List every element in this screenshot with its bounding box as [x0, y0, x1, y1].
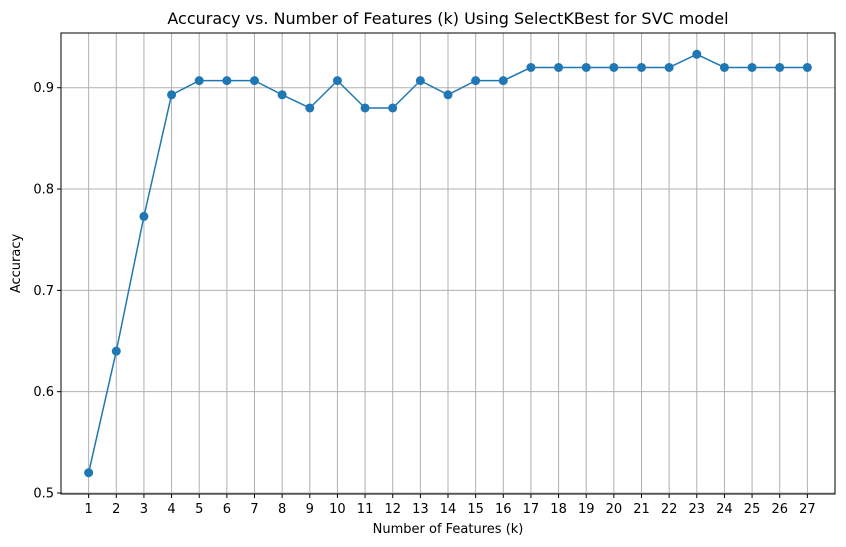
x-tick-label: 23: [689, 502, 706, 517]
x-tick-label: 8: [278, 502, 286, 517]
y-tick-label: 0.9: [33, 81, 54, 96]
x-tick-label: 5: [195, 502, 203, 517]
data-point: [471, 76, 481, 86]
x-tick-label: 17: [523, 502, 540, 517]
y-tick-label: 0.8: [33, 183, 54, 198]
x-tick-label: 25: [744, 502, 761, 517]
x-tick-label: 24: [716, 502, 733, 517]
data-point: [609, 62, 619, 72]
data-point: [802, 62, 812, 72]
data-point: [498, 76, 508, 86]
x-tick-label: 6: [223, 502, 231, 517]
y-tick-label: 0.7: [33, 284, 54, 299]
x-tick-label: 4: [167, 502, 175, 517]
chart-title: Accuracy vs. Number of Features (k) Usin…: [167, 9, 728, 28]
x-tick-label: 11: [357, 502, 374, 517]
data-point: [277, 90, 287, 100]
data-point: [443, 90, 453, 100]
x-tick-label: 22: [661, 502, 678, 517]
x-tick-label: 26: [771, 502, 788, 517]
data-point: [139, 211, 149, 221]
data-series: [84, 49, 812, 478]
data-point: [692, 49, 702, 59]
data-point: [526, 62, 536, 72]
data-point: [305, 103, 315, 113]
y-tick-label: 0.6: [33, 385, 54, 400]
x-tick-label: 16: [495, 502, 512, 517]
x-tick-label: 20: [606, 502, 623, 517]
y-axis-label: Accuracy: [9, 234, 24, 294]
data-point: [415, 76, 425, 86]
x-tick-label: 18: [550, 502, 567, 517]
data-point: [250, 76, 259, 86]
x-tick-label: 7: [250, 502, 258, 517]
data-point: [360, 103, 370, 113]
data-point: [637, 62, 646, 72]
data-point: [222, 76, 232, 86]
x-tick-label: 15: [467, 502, 484, 517]
x-tick-label: 14: [440, 502, 457, 517]
x-tick-label: 19: [578, 502, 595, 517]
data-point: [388, 103, 398, 113]
x-tick-label: 27: [799, 502, 816, 517]
x-axis-label: Number of Features (k): [373, 522, 524, 537]
axis-ticks: 1 2 3 4 5 6 7 8 9 10 11 12 13 14 15 16 17 18 19 20 21 22 23 24 2…: [33, 81, 815, 517]
data-point: [194, 76, 204, 86]
grid-lines: [61, 33, 835, 494]
data-point: [167, 90, 177, 100]
data-point: [664, 62, 674, 72]
x-tick-label: 12: [384, 502, 401, 517]
plot-frame: [60, 32, 836, 495]
data-point: [581, 62, 591, 72]
x-tick-label: 9: [306, 502, 314, 517]
x-tick-label: 3: [140, 502, 148, 517]
x-tick-label: 13: [412, 502, 429, 517]
y-tick-label: 0.5: [33, 486, 54, 501]
data-point: [719, 62, 729, 72]
data-point: [332, 76, 342, 86]
x-tick-label: 21: [633, 502, 650, 517]
data-point: [775, 62, 785, 72]
x-tick-label: 2: [112, 502, 120, 517]
data-point: [84, 468, 94, 478]
x-tick-label: 10: [329, 502, 346, 517]
data-point: [747, 62, 757, 72]
x-tick-label: 1: [85, 502, 93, 517]
data-point: [111, 346, 121, 356]
data-point: [554, 62, 564, 72]
